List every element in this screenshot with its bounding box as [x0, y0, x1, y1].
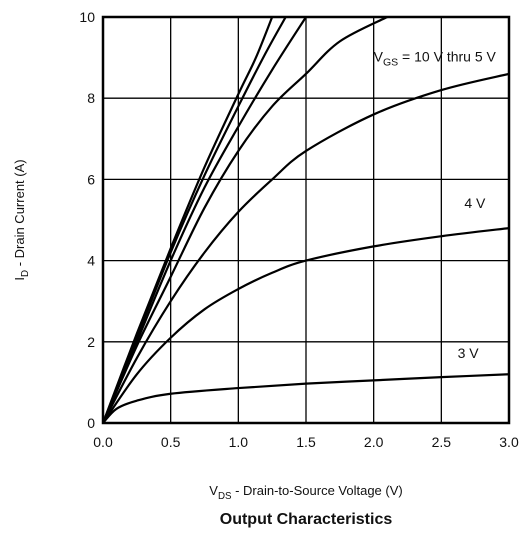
series-curve-4	[103, 17, 388, 423]
series-curve-7	[103, 373, 509, 423]
x-tick-label: 2.5	[432, 434, 452, 450]
curve-label-vgs-top: VGS = 10 V thru 5 V	[374, 49, 497, 69]
series-curve-5	[103, 72, 509, 423]
y-axis-ticks: 0 2 4 6 8 10	[79, 9, 95, 431]
series-curve-6	[103, 227, 509, 423]
curve-labels: VGS = 10 V thru 5 V 4 V 3 V	[374, 49, 497, 361]
x-tick-label: 2.0	[364, 434, 384, 450]
x-tick-label: 1.0	[229, 434, 249, 450]
curve-label-vgs-4: 4 V	[464, 195, 486, 211]
y-tick-label: 6	[87, 171, 95, 187]
y-tick-label: 4	[87, 253, 95, 269]
x-tick-label: 0.0	[93, 434, 113, 450]
x-tick-label: 0.5	[161, 434, 181, 450]
y-tick-label: 10	[79, 9, 95, 25]
curve-label-vgs-3: 3 V	[458, 345, 480, 361]
y-tick-label: 2	[87, 334, 95, 350]
grid	[103, 17, 509, 423]
y-tick-label: 8	[87, 90, 95, 106]
x-axis-title: VDS - Drain-to-Source Voltage (V)	[209, 483, 402, 502]
x-axis-ticks: 0.0 0.5 1.0 1.5 2.0 2.5 3.0	[93, 434, 519, 450]
y-tick-label: 0	[87, 415, 95, 431]
x-tick-label: 3.0	[499, 434, 519, 450]
series-curve-2	[103, 17, 287, 423]
chart-title: Output Characteristics	[220, 511, 393, 528]
series-curve-1	[103, 17, 274, 423]
series-curve-3	[103, 17, 307, 423]
x-tick-label: 1.5	[296, 434, 316, 450]
y-axis-title: ID - Drain Current (A)	[12, 159, 31, 280]
data-series	[103, 17, 509, 423]
plot-area-frame	[101, 15, 511, 425]
